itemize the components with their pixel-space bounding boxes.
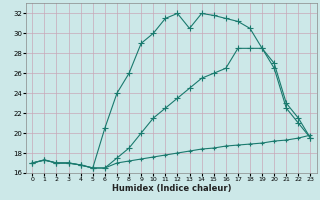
X-axis label: Humidex (Indice chaleur): Humidex (Indice chaleur) [112, 184, 231, 193]
